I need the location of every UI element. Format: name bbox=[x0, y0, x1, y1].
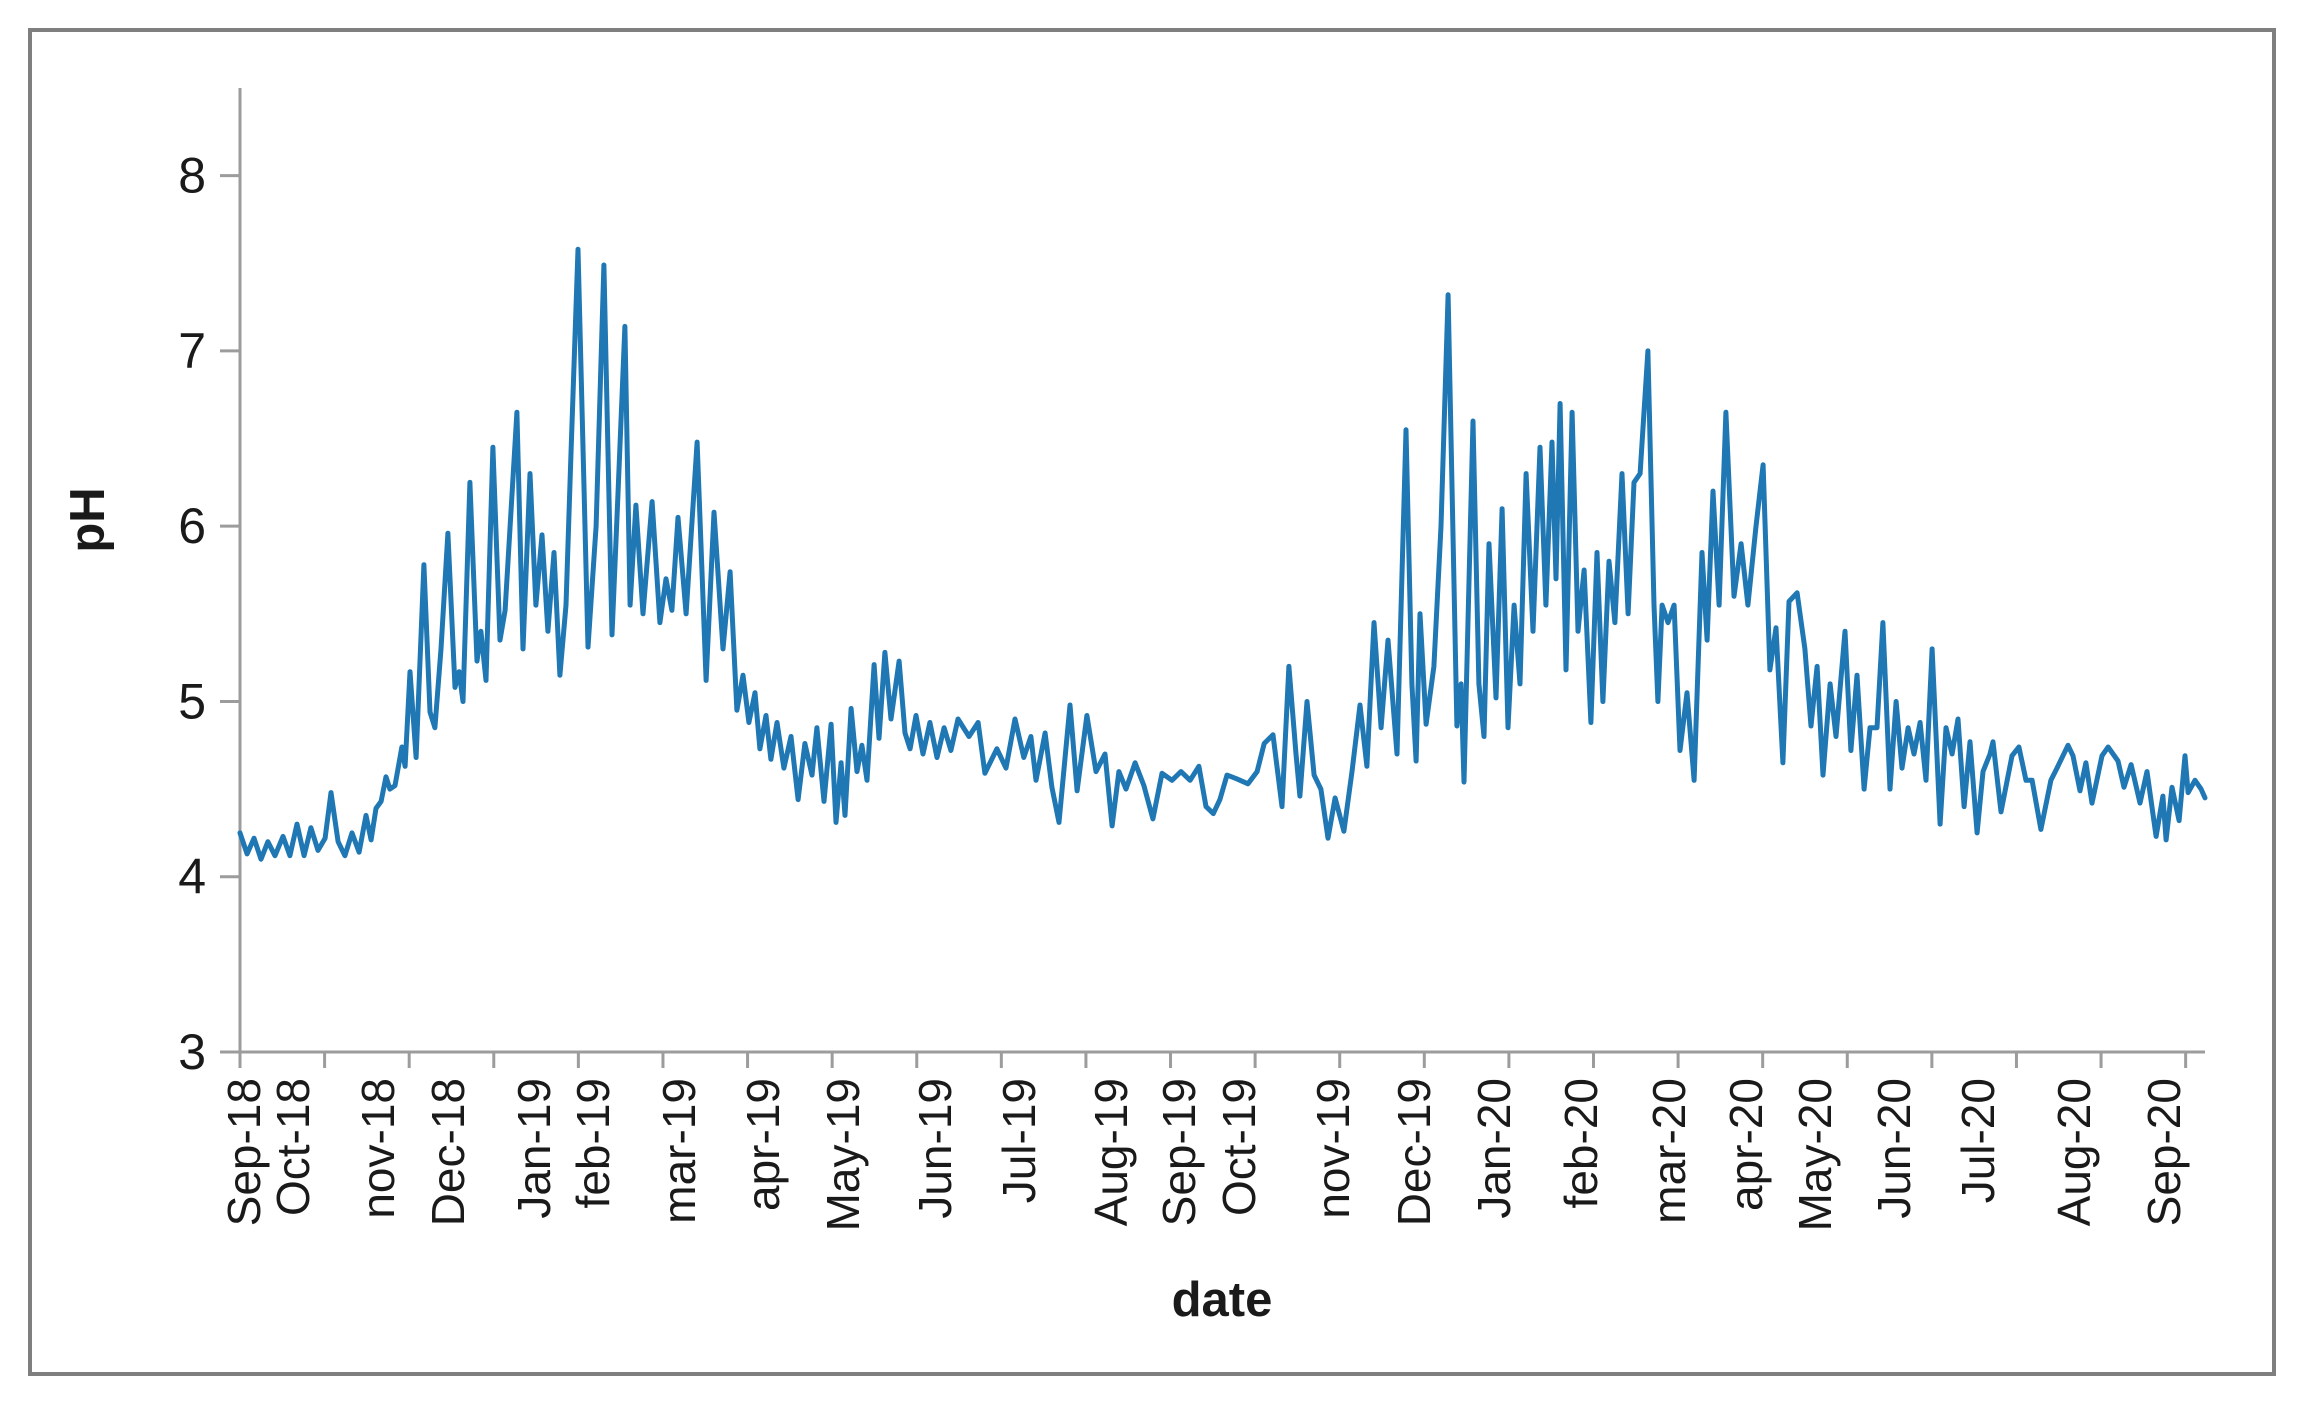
x-tick-label: nov-19 bbox=[1307, 1078, 1359, 1219]
x-tick-label: nov-18 bbox=[352, 1078, 404, 1219]
y-tick-label: 5 bbox=[178, 673, 206, 729]
x-tick-label: feb-20 bbox=[1555, 1078, 1607, 1208]
ph-series-line bbox=[237, 246, 2208, 862]
y-tick-label: 4 bbox=[178, 849, 206, 905]
x-tick-label: Dec-19 bbox=[1388, 1078, 1440, 1226]
x-tick-label: Jun-20 bbox=[1868, 1078, 1920, 1219]
x-tick-label: apr-20 bbox=[1720, 1078, 1772, 1211]
x-tick-label: Jan-19 bbox=[508, 1078, 560, 1219]
x-tick-label: Jun-19 bbox=[909, 1078, 961, 1219]
y-tick-label: 3 bbox=[178, 1024, 206, 1080]
x-tick-label: feb-19 bbox=[567, 1078, 619, 1208]
x-tick-label: Jul-19 bbox=[993, 1078, 1045, 1203]
y-tick-label: 7 bbox=[178, 323, 206, 379]
x-tick-label: Sep-20 bbox=[2138, 1078, 2190, 1226]
x-tick-label: May-20 bbox=[1789, 1078, 1841, 1231]
x-tick-label: Jan-20 bbox=[1468, 1078, 1520, 1219]
x-tick-label: Dec-18 bbox=[422, 1078, 474, 1226]
x-tick-label: Oct-18 bbox=[267, 1078, 319, 1216]
x-tick-label: Oct-19 bbox=[1213, 1078, 1265, 1216]
x-tick-label: Aug-20 bbox=[2048, 1078, 2100, 1226]
x-tick-label: mar-19 bbox=[653, 1078, 705, 1224]
x-tick-label: Sep-19 bbox=[1153, 1078, 1205, 1226]
y-tick-label: 6 bbox=[178, 498, 206, 554]
y-tick-label: 8 bbox=[178, 148, 206, 204]
x-axis-title: date bbox=[1171, 1273, 1273, 1327]
x-tick-label: apr-19 bbox=[737, 1078, 789, 1211]
x-tick-label: Sep-18 bbox=[218, 1078, 270, 1226]
x-tick-label: mar-20 bbox=[1643, 1078, 1695, 1224]
x-tick-label: Jul-20 bbox=[1952, 1078, 2004, 1203]
y-axis-title: pH bbox=[61, 487, 115, 553]
x-tick-label: May-19 bbox=[817, 1078, 869, 1231]
x-tick-label: Aug-19 bbox=[1085, 1078, 1137, 1226]
